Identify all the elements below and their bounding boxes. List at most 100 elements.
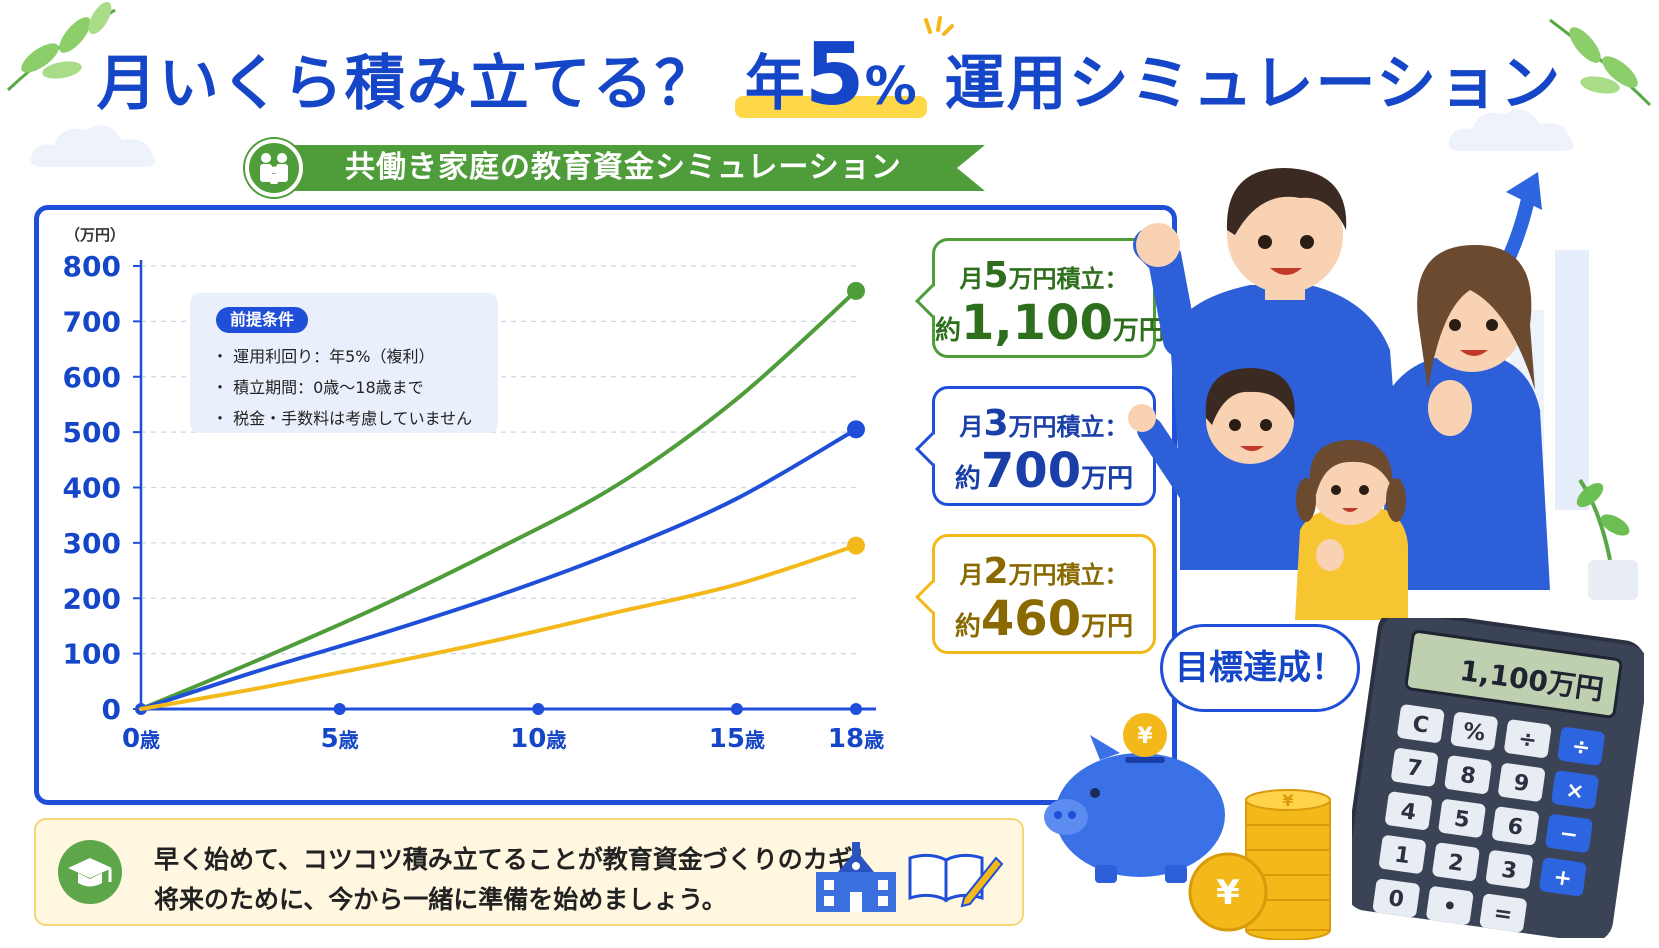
premise-list: ・ 運用利回り：年5%（複利） ・ 積立期間：0歳〜18歳まで ・ 税金・手数料… — [212, 341, 472, 434]
calculator-key-label: % — [1461, 719, 1486, 747]
y-tick-label: 400 — [63, 472, 121, 505]
callout-amount: 約700万円 — [954, 443, 1134, 499]
series-end-point-2man — [847, 536, 865, 555]
leaf-decoration-left — [6, 1, 116, 92]
calculator-key — [1479, 893, 1527, 933]
calculator-key — [1426, 886, 1474, 925]
calculator-key — [1385, 791, 1432, 830]
series-end-point-3man — [847, 420, 865, 439]
y-tick-label: 500 — [63, 416, 121, 449]
callout-title: 月2万円積立： — [959, 551, 1129, 592]
premise-item: ・ 税金・手数料は考慮していません — [212, 409, 473, 428]
bottom-message-line2: 将来のために、今から一緒に準備を始めましょう。 — [154, 885, 727, 914]
callout-title: 月3万円積立： — [959, 403, 1129, 444]
y-tick-label: 600 — [63, 361, 121, 394]
page-title: 月いくら積み立てる？ 年 5 % 運用シミュレーション — [0, 32, 1659, 119]
family-illustration — [1128, 168, 1638, 620]
title-simulation: 運用シミュレーション — [944, 48, 1563, 119]
bottom-message: 早く始めて、コツコツ積み立てることが教育資金づくりのカギ！ 将来のために、今から… — [34, 818, 1024, 926]
calculator-illustration: 1,100万円 C% ÷ ÷ 7 8 9 × 4 5 6−1 2 3 +0 • = — [1341, 608, 1649, 943]
x-tick-label: 10歳 — [510, 724, 566, 754]
svg-text:¥: ¥ — [1282, 791, 1293, 810]
calculator-key-label: 6 — [1506, 814, 1525, 841]
calculator-key — [1486, 850, 1533, 889]
title-rate-highlight: 年 5 % — [734, 24, 927, 125]
series-end-point-5man — [847, 281, 865, 300]
calculator-key-label: 3 — [1500, 858, 1519, 885]
calculator-key-label: 1 — [1393, 842, 1412, 869]
y-tick-label: 200 — [63, 582, 121, 615]
book-pencil-icon — [908, 853, 1004, 908]
calculator-key-label: ÷ — [1517, 727, 1539, 754]
callout-title: 月5万円積立： — [959, 255, 1129, 296]
calculator-key — [1539, 857, 1587, 897]
premise-item: ・ 運用利回り：年5%（複利） — [212, 347, 435, 366]
calculator-key — [1504, 719, 1552, 758]
calculator-key-label: • — [1441, 894, 1458, 921]
y-tick-label: 300 — [63, 527, 121, 560]
calculator-key-label: 0 — [1387, 886, 1406, 913]
calculator-key — [1444, 755, 1492, 794]
calculator-key-label: ÷ — [1570, 734, 1592, 761]
y-tick-label: 700 — [63, 305, 121, 338]
title-question: 月いくら積み立てる？ — [96, 48, 717, 119]
school-icon — [816, 842, 896, 912]
title-rate-prefix: 年 — [744, 48, 805, 119]
x-tick-label: 15歳 — [709, 724, 765, 754]
premise-item: ・ 積立期間：0歳〜18歳まで — [212, 378, 424, 397]
premise-box: 前提条件 ・ 運用利回り：年5%（複利） ・ 積立期間：0歳〜18歳まで ・ 税… — [190, 293, 498, 433]
calculator-key — [1391, 748, 1439, 787]
calculator-key — [1372, 878, 1420, 918]
series-line-5man — [139, 288, 858, 711]
y-tick-label: 0 — [102, 693, 121, 726]
series-line-3man — [139, 427, 858, 711]
calculator-key-label: C — [1411, 712, 1430, 739]
x-tick-dot — [730, 703, 743, 715]
calculator-key — [1432, 842, 1480, 882]
title-rate-suffix: % — [864, 56, 917, 117]
calculator-key — [1438, 799, 1486, 838]
calculator-key-label: × — [1564, 778, 1586, 805]
calculator-key — [1498, 763, 1546, 802]
line-chart: （万円） 0 100 200 300 400 500 600 700 800 0歳 5歳 10歳 15歳 1… — [63, 226, 885, 754]
calculator-key-label: 4 — [1399, 799, 1418, 826]
calculator-key — [1450, 712, 1498, 751]
calculator-key-label: 7 — [1405, 755, 1424, 782]
coin-stack-illustration: ¥ ¥ — [1188, 789, 1331, 940]
calculator-key-label: = — [1492, 901, 1514, 928]
cloud-decoration — [1448, 109, 1574, 151]
premise-badge: 前提条件 — [216, 307, 309, 333]
calculator-key — [1545, 814, 1593, 853]
calculator-key-label: 5 — [1452, 806, 1471, 833]
calculator-key — [1379, 835, 1426, 874]
graduation-cap-icon — [58, 840, 122, 904]
calculator-key — [1557, 727, 1605, 766]
leaf-decoration-right — [1549, 18, 1652, 107]
family-icon — [245, 139, 303, 197]
callout-5man: 月5万円積立： 約1,100万円 — [915, 238, 1165, 358]
svg-text:¥: ¥ — [1216, 873, 1240, 913]
y-tick-label: 800 — [63, 250, 121, 283]
x-tick-label: 18歳 — [828, 724, 884, 754]
sparkle-icon — [924, 16, 954, 36]
title-rate-number: 5 — [804, 24, 865, 125]
bottom-message-line1: 早く始めて、コツコツ積み立てることが教育資金づくりのカギ！ — [154, 845, 878, 874]
goal-speech-bubble: 目標達成！ — [1160, 624, 1360, 712]
calculator-key-label: 8 — [1459, 763, 1478, 790]
svg-text:¥: ¥ — [1137, 724, 1153, 749]
x-tick-dot — [532, 703, 545, 715]
callout-amount: 約1,100万円 — [935, 295, 1165, 351]
x-tick-label: 5歳 — [321, 724, 359, 754]
calculator-key-label: 9 — [1512, 770, 1531, 797]
calculator-key-label: + — [1552, 865, 1574, 892]
x-tick-dot — [333, 703, 346, 715]
series-line-2man — [139, 543, 858, 711]
subtitle-text: 共働き家庭の教育資金シミュレーション — [345, 150, 902, 185]
x-tick-label: 0歳 — [122, 724, 160, 754]
calculator-key — [1397, 704, 1445, 743]
cloud-decoration — [30, 125, 156, 167]
callout-2man: 月2万円積立： 約460万円 — [915, 534, 1156, 654]
calculator-key-label: 2 — [1446, 850, 1465, 877]
callout-amount: 約460万円 — [954, 591, 1134, 647]
calculator-key — [1551, 770, 1599, 809]
